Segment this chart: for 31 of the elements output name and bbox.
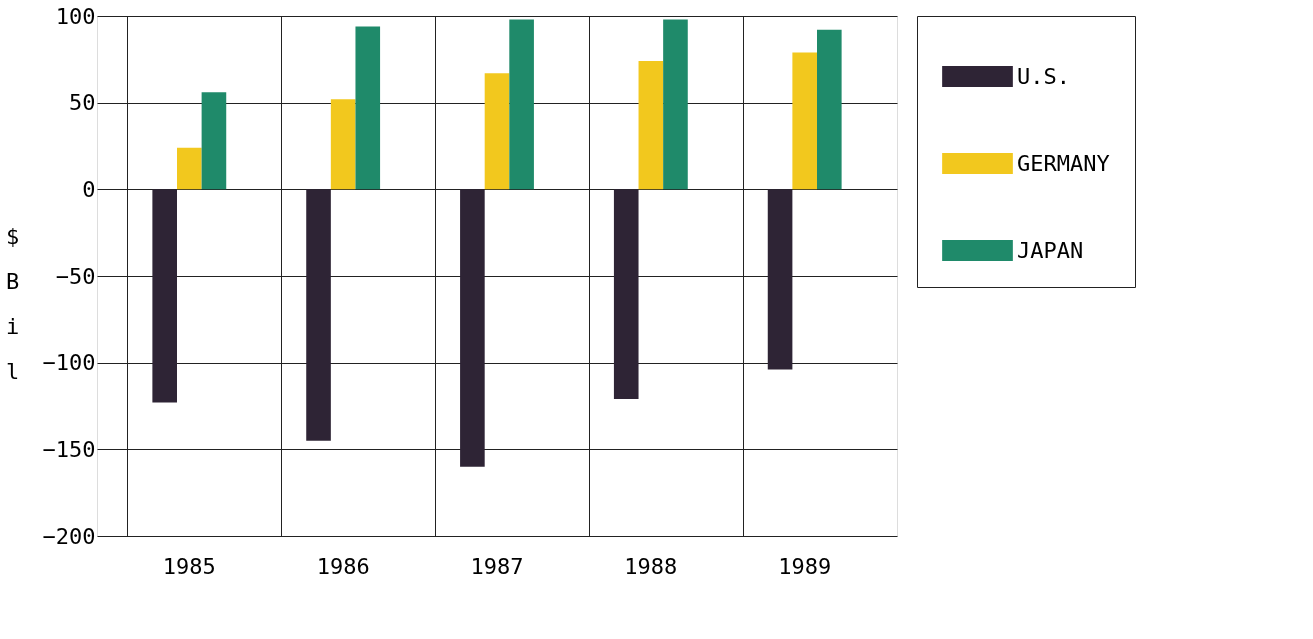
bar [201, 92, 227, 190]
bar [767, 189, 793, 370]
x-tick-label: 1989 [778, 553, 832, 579]
bar [792, 52, 817, 190]
y-axis-title: $Bil [5, 223, 20, 384]
bar [663, 19, 688, 190]
x-tick-label: 1986 [316, 553, 370, 579]
x-tick-label: 1988 [624, 553, 678, 579]
y-tick-label: −200 [42, 523, 96, 549]
bar [330, 99, 356, 190]
y-tick-label: −150 [42, 436, 96, 462]
bar [484, 73, 510, 190]
bar [152, 189, 177, 403]
x-tick-label: 1987 [470, 553, 524, 579]
bar [355, 26, 381, 190]
x-tick-label: 1985 [162, 553, 216, 579]
y-tick-label: −50 [55, 263, 96, 289]
legend-label: U.S. [1017, 63, 1070, 89]
bar [509, 19, 534, 190]
legend-label: GERMANY [1017, 150, 1110, 176]
y-tick-label: −100 [42, 350, 96, 376]
bar [306, 189, 331, 441]
y-tick-label: 0 [82, 176, 96, 202]
y-tick-label: 100 [55, 3, 96, 29]
y-tick-label: 50 [69, 90, 96, 116]
bar [460, 189, 485, 467]
bar [817, 29, 842, 190]
legend-label: JAPAN [1017, 237, 1084, 263]
bar [177, 147, 202, 190]
bar [613, 189, 639, 400]
bar [638, 61, 664, 190]
